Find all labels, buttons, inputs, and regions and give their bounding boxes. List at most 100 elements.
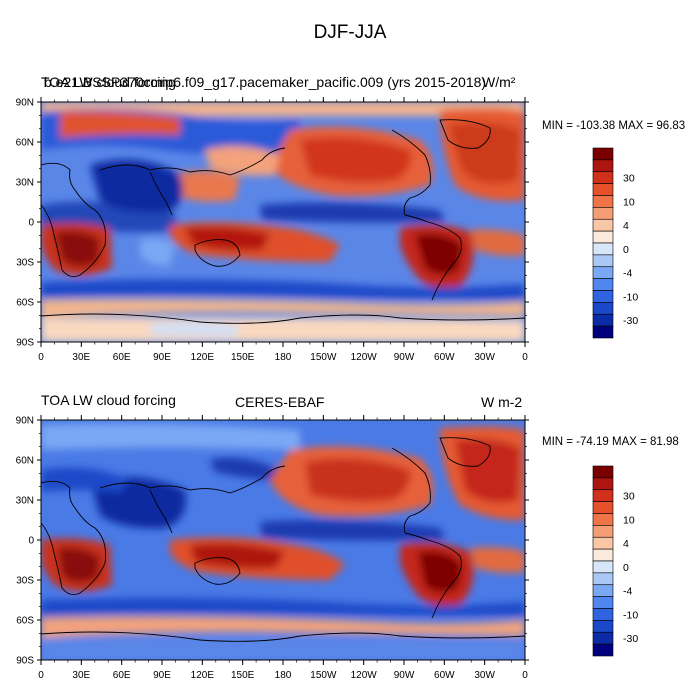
lon-tick-label: 0 (38, 352, 44, 363)
colorbar-2-label: 30 (623, 491, 635, 503)
colorbar-2-label: -10 (623, 609, 638, 621)
colorbar-1-label: 30 (623, 173, 635, 185)
panel-2-coastlines (41, 437, 525, 642)
colorbar-1-swatch (592, 147, 614, 161)
colorbar-1-swatch (592, 195, 614, 208)
lat-tick-label: 60S (16, 616, 34, 627)
colorbar-1-label: -30 (623, 315, 638, 327)
colorbar-2-label: 10 (623, 514, 635, 526)
panel-1-coastlines (41, 119, 525, 324)
colorbar-1-label: 10 (623, 196, 635, 208)
lat-tick-label: 60N (16, 456, 34, 467)
colorbar-2-swatch (592, 643, 614, 657)
lon-tick-label: 30E (72, 670, 90, 681)
lon-tick-label: 180 (275, 352, 292, 363)
lat-tick-label: 90N (16, 98, 34, 109)
colorbar-1-label: 0 (623, 244, 629, 256)
colorbar-2-swatch (592, 465, 614, 479)
lat-tick-label: 90S (16, 338, 34, 349)
colorbar-2-swatch (592, 572, 614, 586)
colorbar-2-swatch (592, 477, 614, 491)
lon-tick-label: 60W (434, 352, 455, 363)
colorbar-1-swatch (592, 266, 614, 279)
colorbar-1-swatch (592, 218, 614, 232)
lat-tick-label: 90N (16, 416, 34, 427)
panel-2-left-title: TOA LW cloud forcing (41, 392, 176, 408)
colorbar-1-swatch (592, 302, 614, 315)
colorbar-1-swatch (592, 230, 614, 244)
colorbar-2-label: 4 (623, 538, 629, 550)
lat-tick-label: 30S (16, 258, 34, 269)
lon-tick-label: 30W (474, 670, 495, 681)
lon-tick-label: 150W (310, 352, 337, 363)
lat-tick-label: 60S (16, 298, 34, 309)
lon-tick-label: 90W (394, 352, 415, 363)
colorbar-1-swatch (592, 278, 614, 291)
colorbar-1-swatch (592, 207, 614, 220)
lon-tick-label: 60W (434, 670, 455, 681)
lon-tick-label: 120E (191, 352, 215, 363)
lon-tick-label: 120W (351, 352, 378, 363)
colorbar-2-label: -30 (623, 633, 638, 645)
lat-tick-label: 30S (16, 576, 34, 587)
figure-title: DJF-JJA (313, 22, 387, 43)
lon-tick-label: 90E (153, 670, 171, 681)
lon-tick-label: 120E (191, 670, 215, 681)
colorbar-1-swatch (592, 313, 614, 327)
colorbar-2-label: -4 (623, 586, 632, 598)
lon-tick-label: 60E (113, 670, 131, 681)
lon-tick-label: 0 (522, 352, 528, 363)
panel-2-center-title: CERES-EBAF (235, 394, 325, 410)
lat-tick-label: 90S (16, 656, 34, 667)
axes-layer: 90N 60N 30N 0 30S 60S 90S 0 30E 60E 90E 120E 150E 180… (16, 97, 529, 681)
lat-tick-label: 0 (28, 536, 34, 547)
colorbar-2-swatch (592, 525, 614, 538)
colorbar-2-label: 0 (623, 562, 629, 574)
lon-tick-label: 180 (275, 670, 292, 681)
colorbar-2-swatch (592, 548, 614, 562)
lat-tick-label: 60N (16, 138, 34, 149)
colorbar-1-swatch (592, 183, 614, 196)
panel-2-field-contours (41, 423, 525, 660)
panel-1-min-max: MIN = -103.38 MAX = 96.83 (542, 120, 686, 132)
lon-tick-label: 30E (72, 352, 90, 363)
colorbar-2-swatch (592, 560, 614, 574)
colorbar-layer: 30 10 4 0 -4 -10 -30 30 10 4 0 -4 -10 -30 (592, 147, 638, 657)
colorbar-2-swatch (592, 501, 614, 514)
colorbar-2-swatch (592, 536, 614, 550)
lon-tick-label: 0 (522, 670, 528, 681)
colorbar-1-swatch (592, 171, 614, 184)
lon-tick-label: 150W (310, 670, 337, 681)
colorbar-2-swatch (592, 513, 614, 526)
lon-tick-label: 150E (231, 670, 255, 681)
panel-2-min-max: MIN = -74.19 MAX = 81.98 (542, 436, 679, 448)
panel-1-left-title: TOA LW cloud forcing (41, 74, 176, 90)
colorbar-2-swatch (592, 631, 614, 645)
lat-tick-label: 30N (16, 496, 34, 507)
lat-tick-label: 30N (16, 178, 34, 189)
panel-2-map (41, 420, 525, 660)
lon-tick-label: 30W (474, 352, 495, 363)
lon-tick-label: 90W (394, 670, 415, 681)
colorbar-1-swatch (592, 325, 614, 339)
colorbar-2-swatch (592, 584, 614, 597)
lon-tick-label: 60E (113, 352, 131, 363)
colorbar-2-swatch (592, 489, 614, 502)
panel-1-map (41, 102, 525, 342)
lat-tick-label: 0 (28, 218, 34, 229)
colorbar-1-label: -4 (623, 268, 632, 280)
colorbar-1-swatch (592, 159, 614, 173)
colorbar-2-swatch (592, 620, 614, 633)
colorbar-1-label: 4 (623, 220, 629, 232)
lon-tick-label: 0 (38, 670, 44, 681)
lon-tick-label: 120W (351, 670, 378, 681)
colorbar-2-swatch (592, 596, 614, 609)
colorbar-1-swatch (592, 290, 614, 303)
colorbar-1-label: -10 (623, 291, 638, 303)
panel-1-center-title: b.e21.BSSP370cmip6.f09_g17.pacemaker_pac… (44, 74, 487, 90)
panel-1-units: W/m² (482, 74, 516, 90)
colorbar-2-swatch (592, 608, 614, 621)
colorbar-1-swatch (592, 242, 614, 256)
lon-tick-label: 150E (231, 352, 255, 363)
